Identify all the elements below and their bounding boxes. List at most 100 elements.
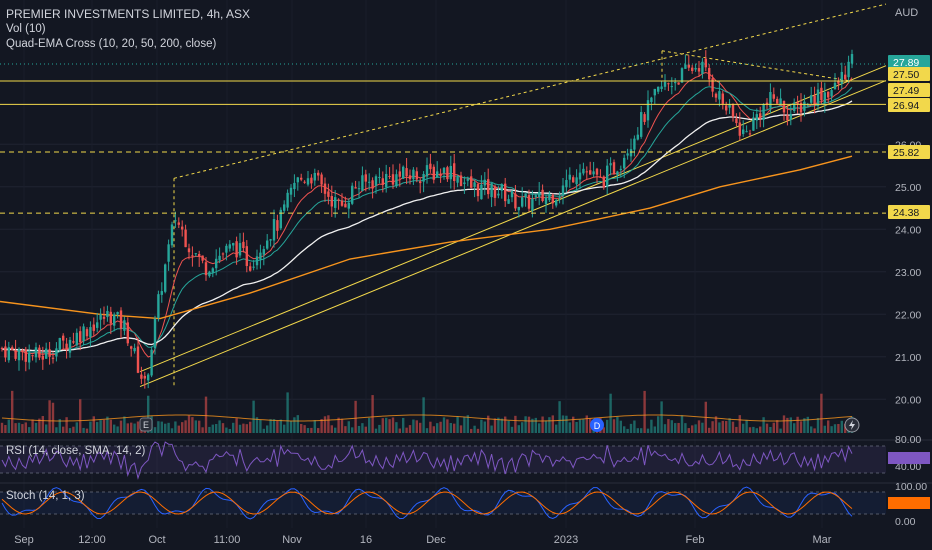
- candle-body: [619, 168, 622, 170]
- x-tick-label: 12:00: [78, 534, 106, 546]
- volume-bar: [663, 424, 667, 433]
- volume-bar: [215, 423, 218, 433]
- candle-body: [793, 102, 796, 111]
- candle-body: [11, 347, 14, 350]
- volume-bar: [697, 420, 701, 433]
- stoch-band: [0, 492, 886, 514]
- x-tick-label: Oct: [148, 534, 165, 546]
- volume-bar: [575, 422, 578, 433]
- candle-body: [752, 117, 755, 131]
- x-tick-label: Feb: [686, 534, 705, 546]
- volume-bar: [667, 419, 670, 433]
- candle-body: [34, 347, 38, 358]
- volume-bar: [28, 427, 31, 433]
- candle-body: [731, 104, 735, 117]
- candle-body: [368, 181, 371, 183]
- volume-bar: [371, 395, 374, 433]
- volume-bar: [252, 400, 255, 433]
- candle-body: [0, 347, 4, 349]
- volume-bar: [810, 426, 813, 433]
- candle-body: [558, 197, 561, 199]
- candle-body: [456, 177, 459, 183]
- volume-bar: [136, 421, 140, 433]
- volume-bar: [643, 390, 646, 433]
- volume-bar: [748, 427, 752, 433]
- currency-label: AUD: [895, 7, 918, 19]
- candle-body: [776, 98, 779, 104]
- candle-body: [102, 316, 106, 319]
- candle-body: [55, 348, 58, 357]
- volume-bar: [425, 428, 429, 433]
- candle-body: [718, 91, 721, 100]
- candle-body: [405, 168, 408, 177]
- candle-body: [140, 374, 143, 379]
- volume-bar: [782, 415, 786, 433]
- volume-bar: [177, 425, 180, 433]
- y-tick-label: 22.00: [895, 309, 921, 321]
- candle-body: [65, 343, 68, 350]
- candle-body: [198, 254, 201, 257]
- volume-bar: [119, 420, 123, 433]
- candle-body: [592, 171, 595, 175]
- candle-body: [599, 176, 602, 178]
- volume-bar: [572, 416, 575, 433]
- pane-tick-label: 100.00: [895, 481, 927, 493]
- volume-bar: [245, 424, 248, 433]
- candle-body: [684, 64, 687, 69]
- candle-body: [395, 174, 398, 187]
- candle-body: [755, 114, 758, 121]
- volume-bar: [606, 419, 609, 433]
- candle-body: [334, 197, 337, 208]
- candle-body: [691, 67, 694, 71]
- candle-body: [150, 349, 153, 376]
- volume-bar: [327, 415, 330, 433]
- volume-bar: [62, 426, 65, 433]
- volume-bar: [803, 418, 806, 433]
- volume-bar: [51, 402, 55, 433]
- volume-bar: [544, 420, 548, 433]
- candle-body: [170, 224, 174, 246]
- volume-bar: [480, 419, 483, 433]
- volume-bar: [330, 425, 333, 433]
- volume-bar: [157, 421, 160, 433]
- candle-body: [157, 294, 160, 318]
- volume-bar: [242, 423, 245, 433]
- price-tag-label: 27.50: [893, 69, 919, 81]
- candle-body: [500, 184, 503, 191]
- volume-bar: [548, 417, 551, 433]
- volume-bar: [619, 420, 622, 433]
- volume-bar: [368, 417, 371, 433]
- candle-body: [337, 199, 340, 201]
- candle-body: [476, 184, 480, 197]
- candle-body: [361, 175, 364, 191]
- chart-title: PREMIER INVESTMENTS LIMITED, 4h, ASX: [6, 7, 251, 21]
- volume-bar: [170, 428, 174, 433]
- volume-bar: [249, 421, 252, 433]
- candle-body: [538, 191, 541, 198]
- volume-bar: [670, 420, 673, 433]
- candle-body: [432, 166, 435, 180]
- candle-body: [575, 177, 578, 185]
- volume-bar: [4, 425, 7, 433]
- volume-bar: [514, 415, 517, 433]
- volume-bar: [742, 423, 745, 433]
- volume-bar: [769, 426, 772, 433]
- volume-bar: [398, 428, 401, 433]
- horizontal-levels: [0, 63, 886, 214]
- volume-bar: [806, 416, 809, 433]
- candle-body: [228, 244, 231, 249]
- candle-body: [796, 102, 799, 105]
- volume-bar: [551, 415, 554, 433]
- volume-bar: [221, 423, 225, 433]
- candle-body: [14, 350, 17, 359]
- volume-bar: [317, 428, 320, 433]
- volume-bar: [446, 419, 449, 433]
- candle-body: [667, 83, 670, 85]
- candle-body: [827, 91, 830, 98]
- volume-bar: [48, 400, 51, 433]
- volume-bar: [388, 419, 391, 433]
- candle-body: [21, 350, 24, 353]
- candle-body: [126, 322, 129, 344]
- x-tick-label: Sep: [14, 534, 34, 546]
